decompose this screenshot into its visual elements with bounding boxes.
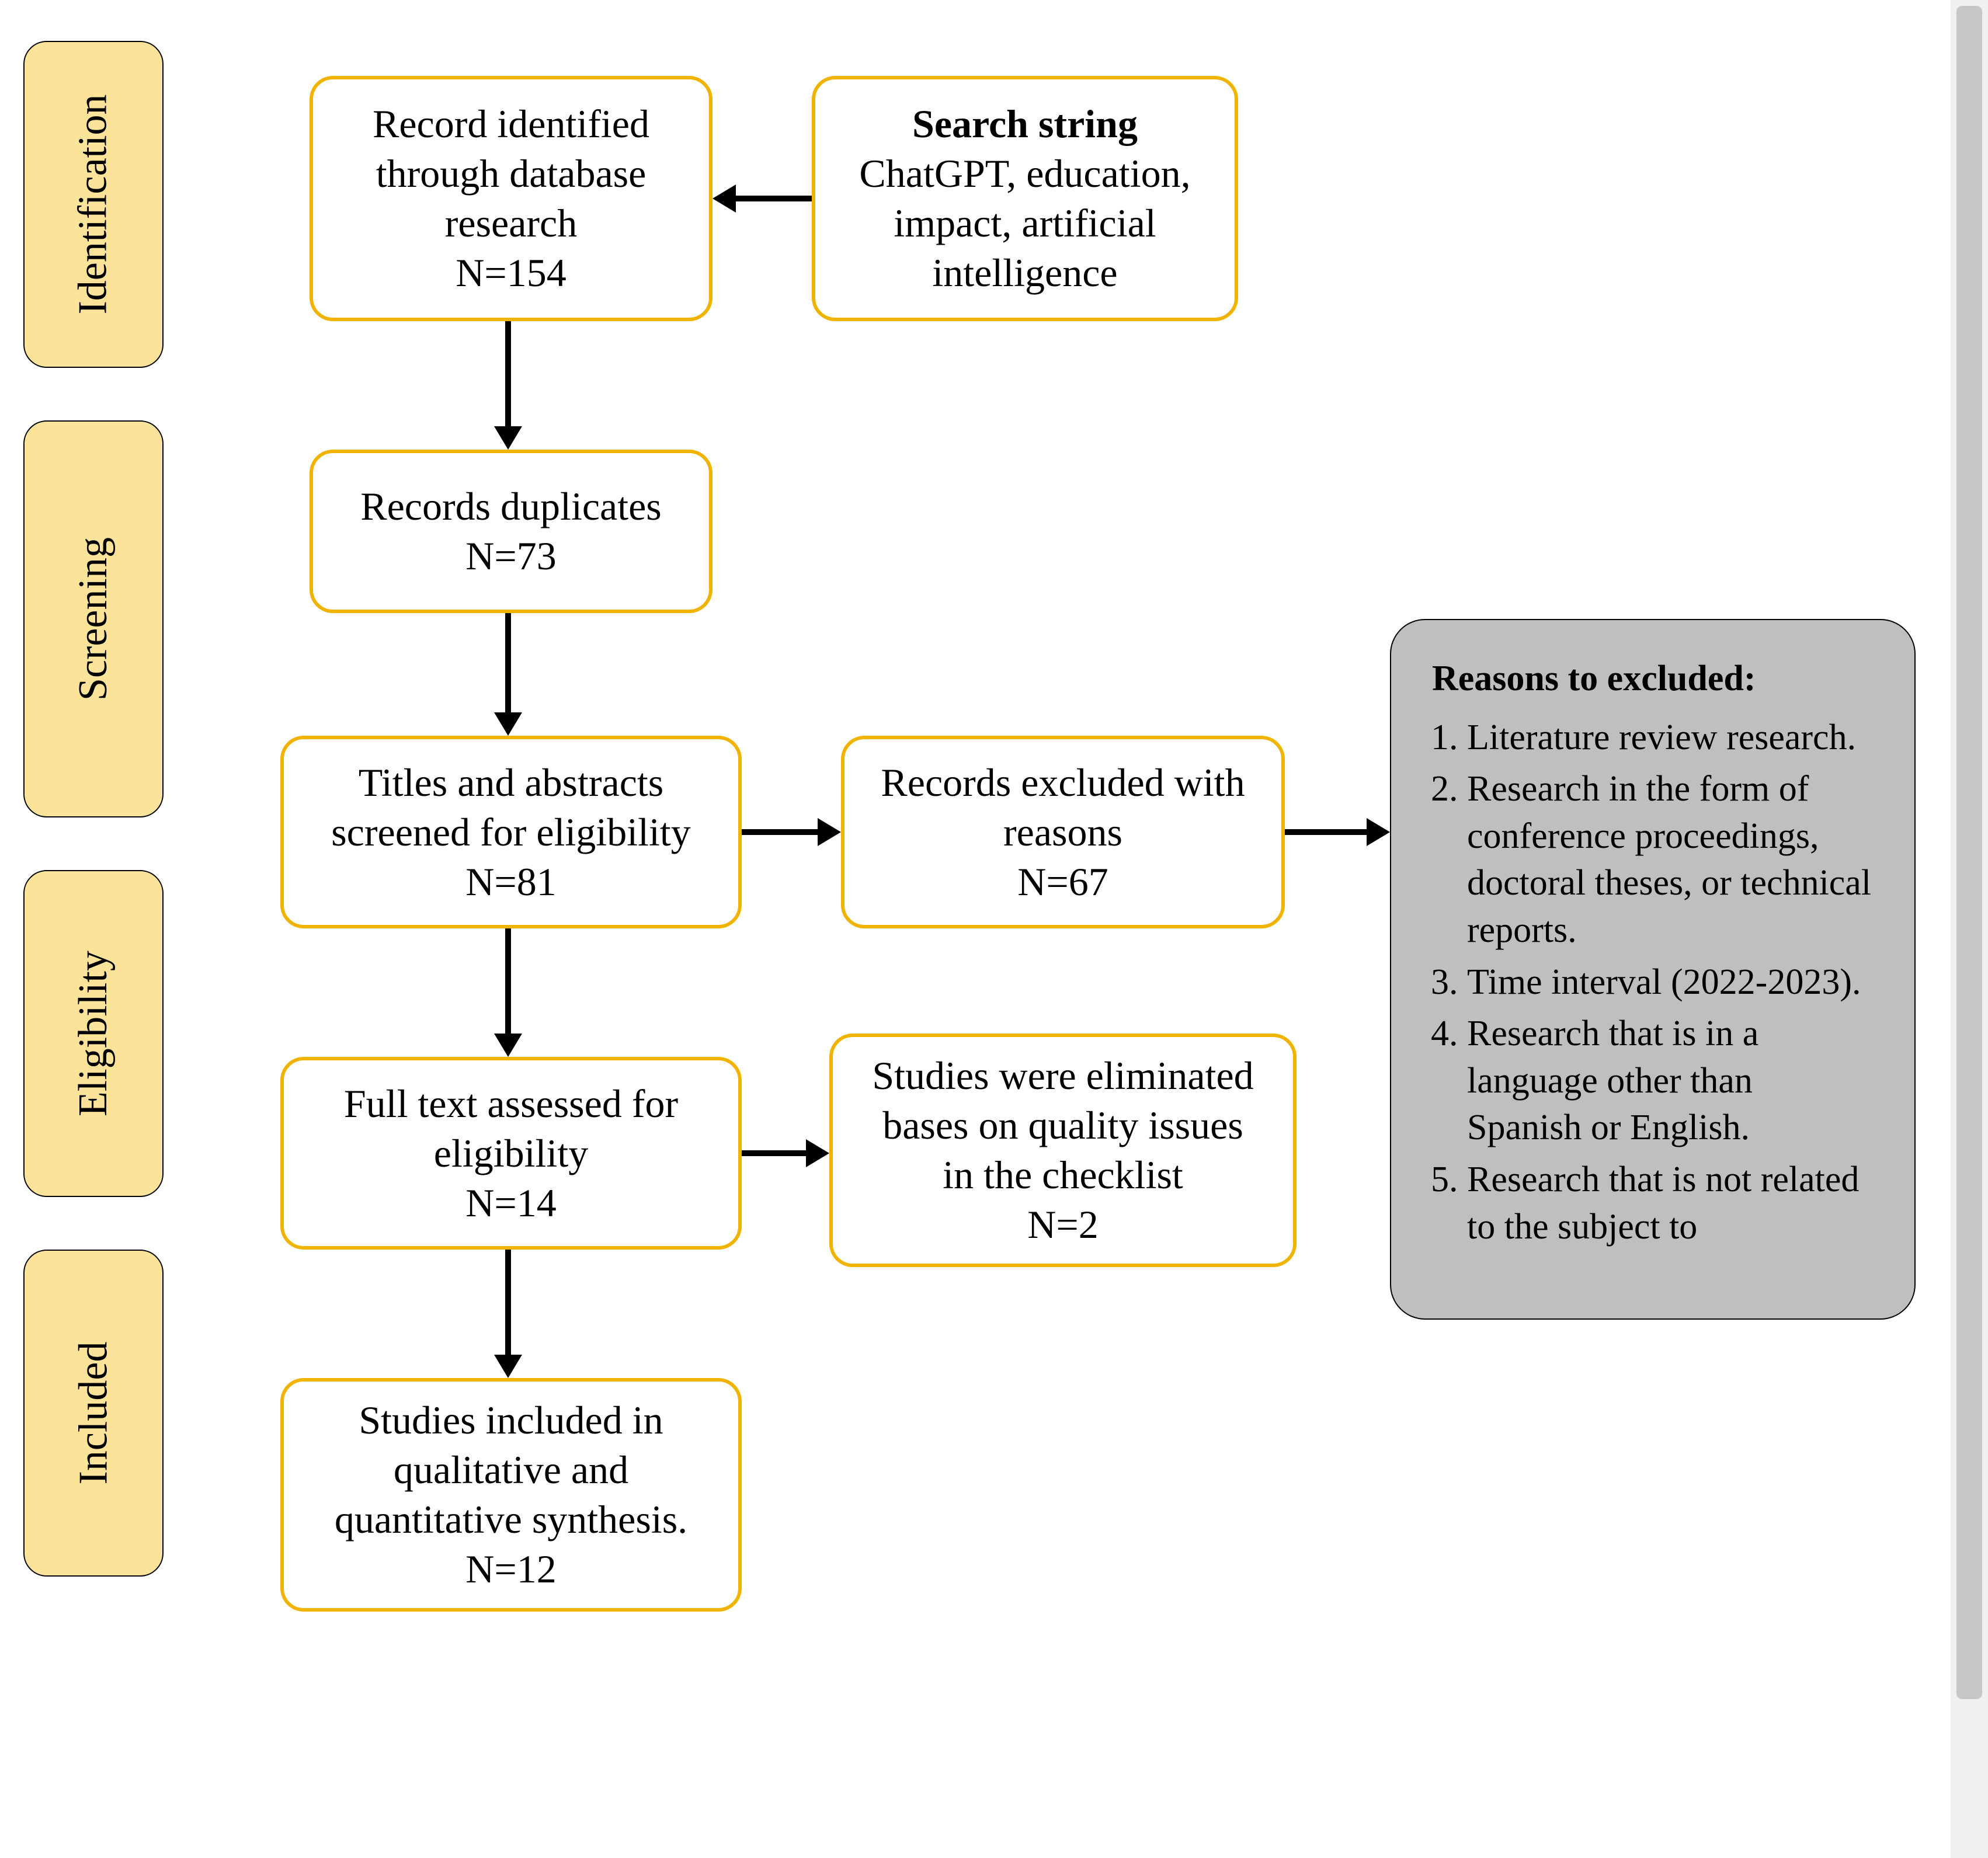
stage-label-identification: Identification xyxy=(23,41,164,368)
node-text: in the checklist xyxy=(943,1150,1183,1200)
reason-item: Research that is not related to the subj… xyxy=(1467,1156,1874,1250)
node-text: through database xyxy=(376,149,647,199)
node-text: qualitative and xyxy=(394,1445,628,1495)
arrow-left xyxy=(713,185,812,213)
flowchart-canvas: Identification Screening Eligibility Inc… xyxy=(0,0,1988,1858)
node-text: Titles and abstracts xyxy=(359,758,664,808)
node-text: research xyxy=(445,199,577,248)
node-text: impact, artificial xyxy=(894,199,1156,248)
arrow-down xyxy=(494,613,522,736)
stage-label-screening: Screening xyxy=(23,420,164,817)
node-text: N=2 xyxy=(1027,1200,1098,1250)
arrow-right xyxy=(742,1139,829,1167)
node-text: quantitative synthesis. xyxy=(335,1495,687,1544)
node-full-text: Full text assessed for eligibility N=14 xyxy=(280,1057,742,1250)
arrow-right xyxy=(742,818,841,846)
node-final-included: Studies included in qualitative and quan… xyxy=(280,1378,742,1612)
reasons-panel: Reasons to excluded: Literature review r… xyxy=(1390,619,1916,1320)
node-duplicates: Records duplicates N=73 xyxy=(310,450,713,613)
scrollbar-thumb[interactable] xyxy=(1956,6,1982,1699)
node-text: Studies were eliminated xyxy=(872,1051,1253,1101)
node-text: Records excluded with xyxy=(881,758,1245,808)
node-text: screened for eligibility xyxy=(331,808,691,857)
node-text: N=12 xyxy=(465,1544,556,1594)
node-text: N=14 xyxy=(465,1178,556,1228)
node-text: N=154 xyxy=(456,248,566,298)
node-text: Studies included in xyxy=(359,1396,663,1445)
node-titles-abstracts: Titles and abstracts screened for eligib… xyxy=(280,736,742,928)
node-text: bases on quality issues xyxy=(882,1101,1243,1150)
stage-label-text: Eligibility xyxy=(70,951,117,1116)
arrow-down xyxy=(494,1250,522,1378)
stage-label-text: Included xyxy=(70,1342,117,1485)
stage-label-eligibility: Eligibility xyxy=(23,870,164,1197)
node-text: ChatGPT, education, xyxy=(859,149,1190,199)
stage-label-text: Screening xyxy=(70,537,117,701)
node-records-identified: Record identified through database resea… xyxy=(310,76,713,321)
reasons-list: Literature review research. Research in … xyxy=(1432,714,1874,1251)
node-search-string: Search string ChatGPT, education, impact… xyxy=(812,76,1238,321)
reason-item: Time interval (2022-2023). xyxy=(1467,959,1874,1006)
node-text: Record identified xyxy=(373,99,649,149)
arrow-down xyxy=(494,928,522,1057)
node-text: N=67 xyxy=(1017,857,1108,907)
stage-label-text: Identification xyxy=(70,94,117,314)
node-text: Full text assessed for xyxy=(344,1079,678,1129)
node-text: N=73 xyxy=(465,531,556,581)
reason-item: Literature review research. xyxy=(1467,714,1874,761)
node-text: intelligence xyxy=(932,248,1117,298)
reason-item: Research in the form of conference proce… xyxy=(1467,766,1874,954)
reasons-heading: Reasons to excluded: xyxy=(1432,655,1874,702)
node-text: eligibility xyxy=(434,1129,588,1178)
stage-label-included: Included xyxy=(23,1250,164,1577)
node-text: Records duplicates xyxy=(360,482,662,531)
node-quality-eliminated: Studies were eliminated bases on quality… xyxy=(829,1034,1297,1267)
node-heading: Search string xyxy=(912,99,1138,149)
node-text: reasons xyxy=(1003,808,1122,857)
node-text: N=81 xyxy=(465,857,556,907)
reason-item: Research that is in a language other tha… xyxy=(1467,1010,1874,1151)
node-records-excluded: Records excluded with reasons N=67 xyxy=(841,736,1285,928)
arrow-down xyxy=(494,321,522,450)
arrow-right xyxy=(1285,818,1390,846)
